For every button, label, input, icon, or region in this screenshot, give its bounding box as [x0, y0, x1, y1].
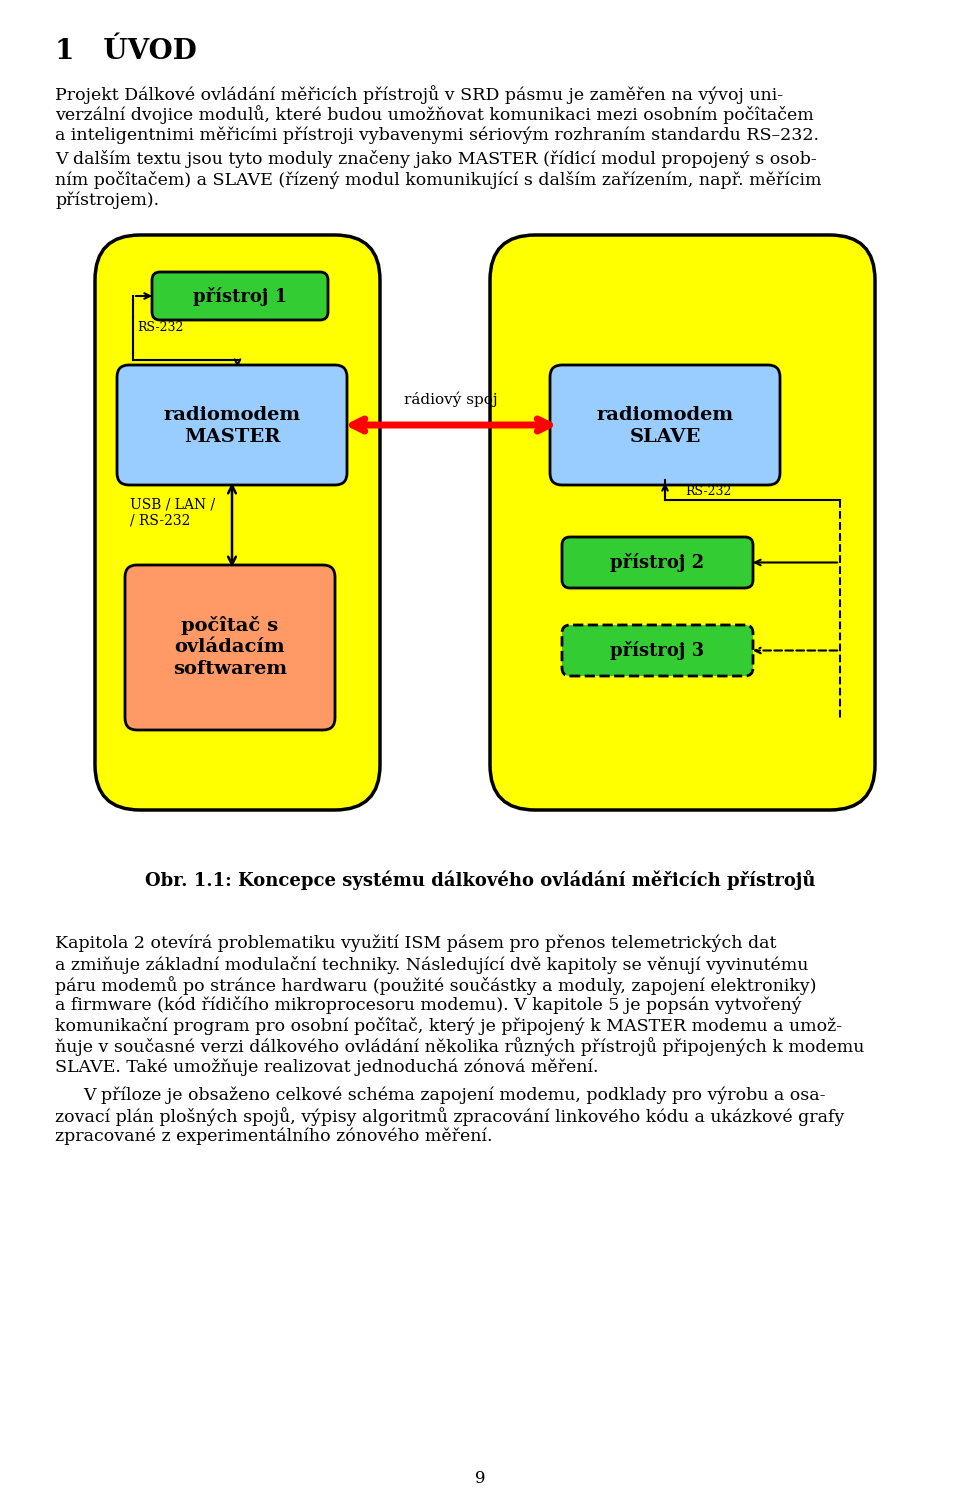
Text: MASTER: MASTER: [183, 428, 280, 446]
Text: a zmiňuje základní modulační techniky. Následující dvě kapitoly se věnují vyvinu: a zmiňuje základní modulační techniky. N…: [55, 956, 808, 974]
Text: páru modemů po stránce hardwaru (použité součástky a moduly, zapojení elektronik: páru modemů po stránce hardwaru (použité…: [55, 976, 817, 995]
FancyBboxPatch shape: [490, 236, 875, 811]
Text: Obr. 1.1: Koncepce systému dálkového ovládání měřicích přístrojů: Obr. 1.1: Koncepce systému dálkového ovl…: [145, 871, 815, 890]
Text: RS-232: RS-232: [685, 485, 732, 498]
Text: přístroj 1: přístroj 1: [193, 287, 287, 306]
FancyBboxPatch shape: [125, 564, 335, 729]
Text: V příloze je obsaženo celkové schéma zapojení modemu, podklady pro výrobu a osa-: V příloze je obsaženo celkové schéma zap…: [83, 1087, 826, 1105]
Text: Kapitola 2 otevírá problematiku využití ISM pásem pro přenos telemetrických dat: Kapitola 2 otevírá problematiku využití …: [55, 935, 777, 953]
FancyBboxPatch shape: [95, 236, 380, 811]
Text: zpracované z experimentálního zónového měření.: zpracované z experimentálního zónového m…: [55, 1127, 492, 1145]
Text: přístroj 2: přístroj 2: [611, 552, 705, 572]
Text: počîtač s: počîtač s: [181, 615, 278, 635]
Text: rádiový spoj: rádiový spoj: [404, 392, 498, 407]
Text: verzální dvojice modulů, které budou umožňovat komunikaci mezi osobním počîtačem: verzální dvojice modulů, které budou umo…: [55, 105, 814, 125]
Text: přístrojem).: přístrojem).: [55, 192, 159, 209]
FancyBboxPatch shape: [152, 272, 328, 320]
FancyBboxPatch shape: [562, 537, 753, 588]
Text: a firmware (kód řídičího mikroprocesoru modemu). V kapitole 5 je popsán vytvořen: a firmware (kód řídičího mikroprocesoru …: [55, 997, 802, 1015]
Text: SLAVE. Také umožňuje realizovat jednoduchá zónová měření.: SLAVE. Také umožňuje realizovat jednoduc…: [55, 1058, 598, 1076]
Text: SLAVE: SLAVE: [630, 428, 701, 446]
Text: RS-232: RS-232: [137, 321, 183, 335]
FancyBboxPatch shape: [117, 365, 347, 485]
Text: a inteligentnimi měřicími přístroji vybavenymi sériovým rozhraním standardu RS–2: a inteligentnimi měřicími přístroji vyba…: [55, 126, 819, 144]
Text: 9: 9: [475, 1469, 485, 1487]
FancyBboxPatch shape: [550, 365, 780, 485]
Text: přístroj 3: přístroj 3: [611, 641, 705, 660]
Text: radiomodem: radiomodem: [596, 405, 733, 423]
Text: komunikační program pro osobní počîtač, který je připojený k MASTER modemu a umo: komunikační program pro osobní počîtač, …: [55, 1018, 842, 1036]
Text: 1   ÚVOD: 1 ÚVOD: [55, 38, 197, 65]
FancyBboxPatch shape: [562, 624, 753, 675]
Text: radiomodem: radiomodem: [163, 405, 300, 423]
Text: zovací plán plošných spojů, výpisy algoritmů zpracování linkového kódu a ukázko: zovací plán plošných spojů, výpisy algor…: [55, 1108, 845, 1126]
Text: V dalším textu jsou tyto moduly značeny jako MASTER (řídící modul propojený s : V dalším textu jsou tyto moduly značeny …: [55, 150, 817, 168]
Text: / RS-232: / RS-232: [130, 513, 190, 528]
Text: softwarem: softwarem: [173, 660, 287, 678]
Text: Projekt Dálkové ovládání měřicích přístrojů v SRD pásmu je zaměřen na vývoj uni-: Projekt Dálkové ovládání měřicích přístr…: [55, 86, 783, 104]
Text: USB / LAN /: USB / LAN /: [130, 498, 215, 512]
Text: ňuje v současné verzi dálkového ovládání několika různých přístrojů připojených : ňuje v současné verzi dálkového ovládání…: [55, 1037, 864, 1057]
Text: ovládacím: ovládacím: [175, 638, 285, 656]
Text: ním počîtačem) a SLAVE (řízený modul komunikující s dalším zařízením, např. měří: ním počîtačem) a SLAVE (řízený modul kom…: [55, 171, 822, 189]
